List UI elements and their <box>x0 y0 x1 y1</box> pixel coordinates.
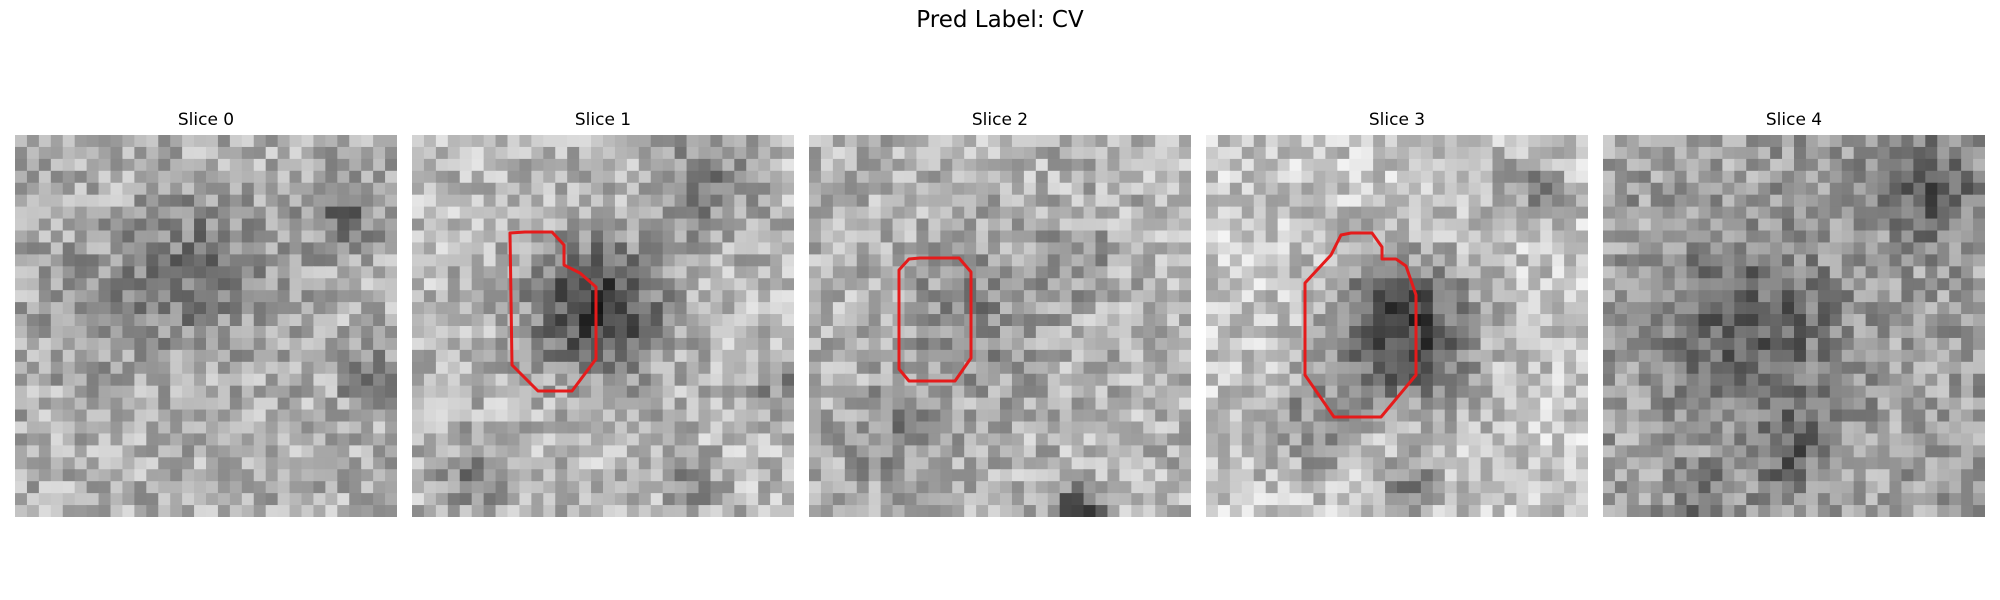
slice-3-contour <box>1303 231 1418 419</box>
slice-4-image <box>1603 135 1985 517</box>
slice-1-title: Slice 1 <box>574 110 632 130</box>
slice-3-title: Slice 3 <box>1368 110 1426 130</box>
slice-0-image <box>15 135 397 517</box>
slice-1-contour <box>508 230 598 393</box>
slice-1-image <box>412 135 794 517</box>
slice-0-title: Slice 0 <box>177 110 235 130</box>
figure-title: Pred Label: CV <box>916 7 1084 33</box>
slice-3-image <box>1206 135 1588 517</box>
slice-2-contour <box>897 256 973 383</box>
slice-2-title: Slice 2 <box>971 110 1029 130</box>
slice-4-title: Slice 4 <box>1765 110 1823 130</box>
slice-2-image <box>809 135 1191 517</box>
